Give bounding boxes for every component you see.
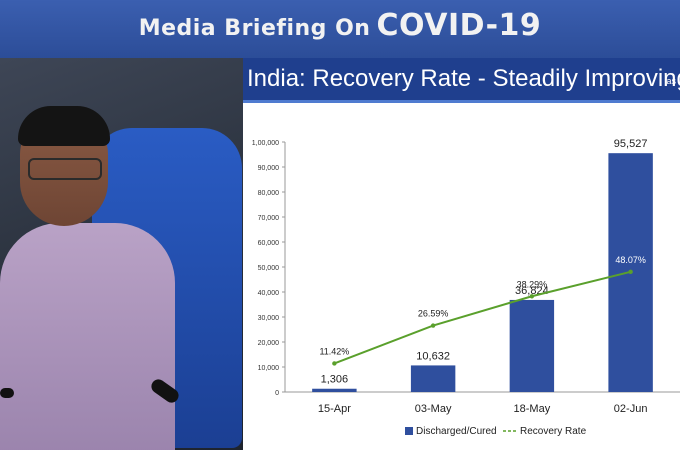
briefing-banner: Media Briefing On COVID-19 xyxy=(0,0,680,58)
y-tick-label: 40,000 xyxy=(258,290,280,297)
presentation-slide: India: Recovery Rate - Steadily Improvin… xyxy=(243,58,680,450)
recovery-rate-point xyxy=(628,269,633,275)
bar xyxy=(509,299,555,392)
x-tick-label: 02-Jun xyxy=(614,403,648,415)
banner-title: Media Briefing On COVID-19 xyxy=(0,8,680,43)
speaker-shirt xyxy=(0,223,175,450)
y-tick-label: 0 xyxy=(275,390,279,397)
x-tick-label: 03-May xyxy=(415,403,452,415)
slide-title: India: Recovery Rate - Steadily Improvin… xyxy=(247,65,680,92)
speaker-glasses xyxy=(28,158,102,180)
recovery-rate-line xyxy=(334,270,631,365)
x-tick-label: 18-May xyxy=(514,403,551,415)
microphone-icon-left xyxy=(0,388,14,398)
recovery-rate-point xyxy=(430,323,436,328)
bar xyxy=(410,365,456,392)
banner-title-part1: Media Briefing On xyxy=(138,16,371,41)
recovery-rate-label: 26.59% xyxy=(418,309,449,319)
y-tick-label: 80,000 xyxy=(258,190,280,197)
y-tick-label: 30,000 xyxy=(258,315,280,322)
bar-data-label: 95,527 xyxy=(614,138,648,150)
y-tick-label: 90,000 xyxy=(258,165,280,172)
slide-header: India: Recovery Rate - Steadily Improvin… xyxy=(243,58,680,103)
bar xyxy=(312,388,357,392)
y-tick-label: 60,000 xyxy=(258,240,280,247)
y-tick-label: 20,000 xyxy=(258,340,280,347)
speaker-hair xyxy=(18,106,110,146)
recovery-rate-label: 48.07% xyxy=(615,255,646,265)
y-tick-label: 1,00,000 xyxy=(252,140,279,147)
legend-label-bars: Discharged/Cured xyxy=(416,426,497,437)
x-tick-label: 15-Apr xyxy=(318,403,351,415)
recovery-rate-point xyxy=(529,294,535,299)
y-tick-label: 70,000 xyxy=(258,215,280,222)
bar-data-label: 10,632 xyxy=(416,350,450,362)
legend-swatch-bars xyxy=(405,427,413,435)
legend-label-line: Recovery Rate xyxy=(520,426,587,437)
slide-aside-text: as xyxy=(666,76,676,86)
y-tick-label: 50,000 xyxy=(258,265,280,272)
recovery-rate-label: 11.42% xyxy=(319,346,349,356)
recovery-rate-label: 38.29% xyxy=(517,279,548,289)
bar-data-label: 1,306 xyxy=(321,374,349,386)
banner-title-part2: COVID-19 xyxy=(376,8,542,43)
y-tick-label: 10,000 xyxy=(258,365,280,372)
recovery-chart: 0 10,000 20,000 30,000 40,000 50,000 60,000 70,… xyxy=(252,138,680,437)
recovery-rate-point xyxy=(332,361,337,366)
speaker-video-panel xyxy=(0,58,243,450)
